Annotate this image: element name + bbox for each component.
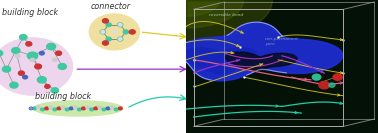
Text: connector: connector xyxy=(91,2,131,11)
Circle shape xyxy=(115,108,118,111)
Circle shape xyxy=(100,30,105,34)
Circle shape xyxy=(45,107,48,110)
Circle shape xyxy=(0,38,73,95)
Circle shape xyxy=(312,74,321,80)
Circle shape xyxy=(41,108,45,111)
Circle shape xyxy=(56,51,62,55)
Circle shape xyxy=(77,108,81,111)
Circle shape xyxy=(333,74,342,80)
Circle shape xyxy=(0,51,3,56)
Ellipse shape xyxy=(99,0,273,42)
Circle shape xyxy=(53,108,57,111)
Polygon shape xyxy=(179,22,342,81)
Text: reversible bond: reversible bond xyxy=(209,13,243,17)
Circle shape xyxy=(51,88,59,93)
Circle shape xyxy=(89,14,139,50)
Circle shape xyxy=(106,107,110,110)
Circle shape xyxy=(37,106,40,109)
Polygon shape xyxy=(179,22,342,81)
Circle shape xyxy=(53,58,57,61)
Circle shape xyxy=(118,38,122,40)
Circle shape xyxy=(129,30,135,34)
Circle shape xyxy=(118,23,122,26)
Circle shape xyxy=(102,108,106,111)
Text: building block: building block xyxy=(35,92,91,101)
Circle shape xyxy=(37,77,46,83)
Circle shape xyxy=(30,108,32,109)
Circle shape xyxy=(23,75,28,79)
Circle shape xyxy=(113,31,116,33)
Circle shape xyxy=(123,30,129,34)
Circle shape xyxy=(102,19,108,23)
Circle shape xyxy=(319,81,330,89)
Circle shape xyxy=(86,106,90,109)
Circle shape xyxy=(118,23,123,27)
Circle shape xyxy=(118,107,122,110)
Circle shape xyxy=(30,58,35,61)
Ellipse shape xyxy=(129,0,243,28)
Circle shape xyxy=(106,37,111,41)
Ellipse shape xyxy=(152,0,220,16)
Circle shape xyxy=(20,35,27,40)
Circle shape xyxy=(106,23,111,27)
Circle shape xyxy=(2,66,11,72)
Circle shape xyxy=(27,52,38,60)
Polygon shape xyxy=(226,52,297,71)
Circle shape xyxy=(73,106,77,109)
Circle shape xyxy=(15,54,20,57)
Circle shape xyxy=(61,106,65,109)
Circle shape xyxy=(118,37,123,41)
Circle shape xyxy=(46,43,56,50)
Circle shape xyxy=(102,41,108,45)
Circle shape xyxy=(29,107,33,110)
Circle shape xyxy=(70,107,73,110)
Circle shape xyxy=(90,108,93,111)
Circle shape xyxy=(101,31,105,33)
Ellipse shape xyxy=(34,101,123,116)
Circle shape xyxy=(12,48,20,53)
Circle shape xyxy=(45,85,50,88)
Text: building block: building block xyxy=(2,8,58,17)
Circle shape xyxy=(329,83,335,87)
Circle shape xyxy=(26,42,32,46)
Circle shape xyxy=(10,82,18,88)
Circle shape xyxy=(35,64,42,69)
Circle shape xyxy=(57,107,61,110)
Circle shape xyxy=(98,106,102,109)
Circle shape xyxy=(94,107,98,110)
Circle shape xyxy=(19,71,24,75)
Circle shape xyxy=(58,64,67,69)
Polygon shape xyxy=(184,48,257,74)
Circle shape xyxy=(33,107,36,110)
Circle shape xyxy=(39,51,44,55)
Circle shape xyxy=(82,107,85,110)
Circle shape xyxy=(49,106,53,109)
Text: non-permanent
pore: non-permanent pore xyxy=(265,37,299,46)
Circle shape xyxy=(110,106,114,109)
Circle shape xyxy=(65,108,69,111)
